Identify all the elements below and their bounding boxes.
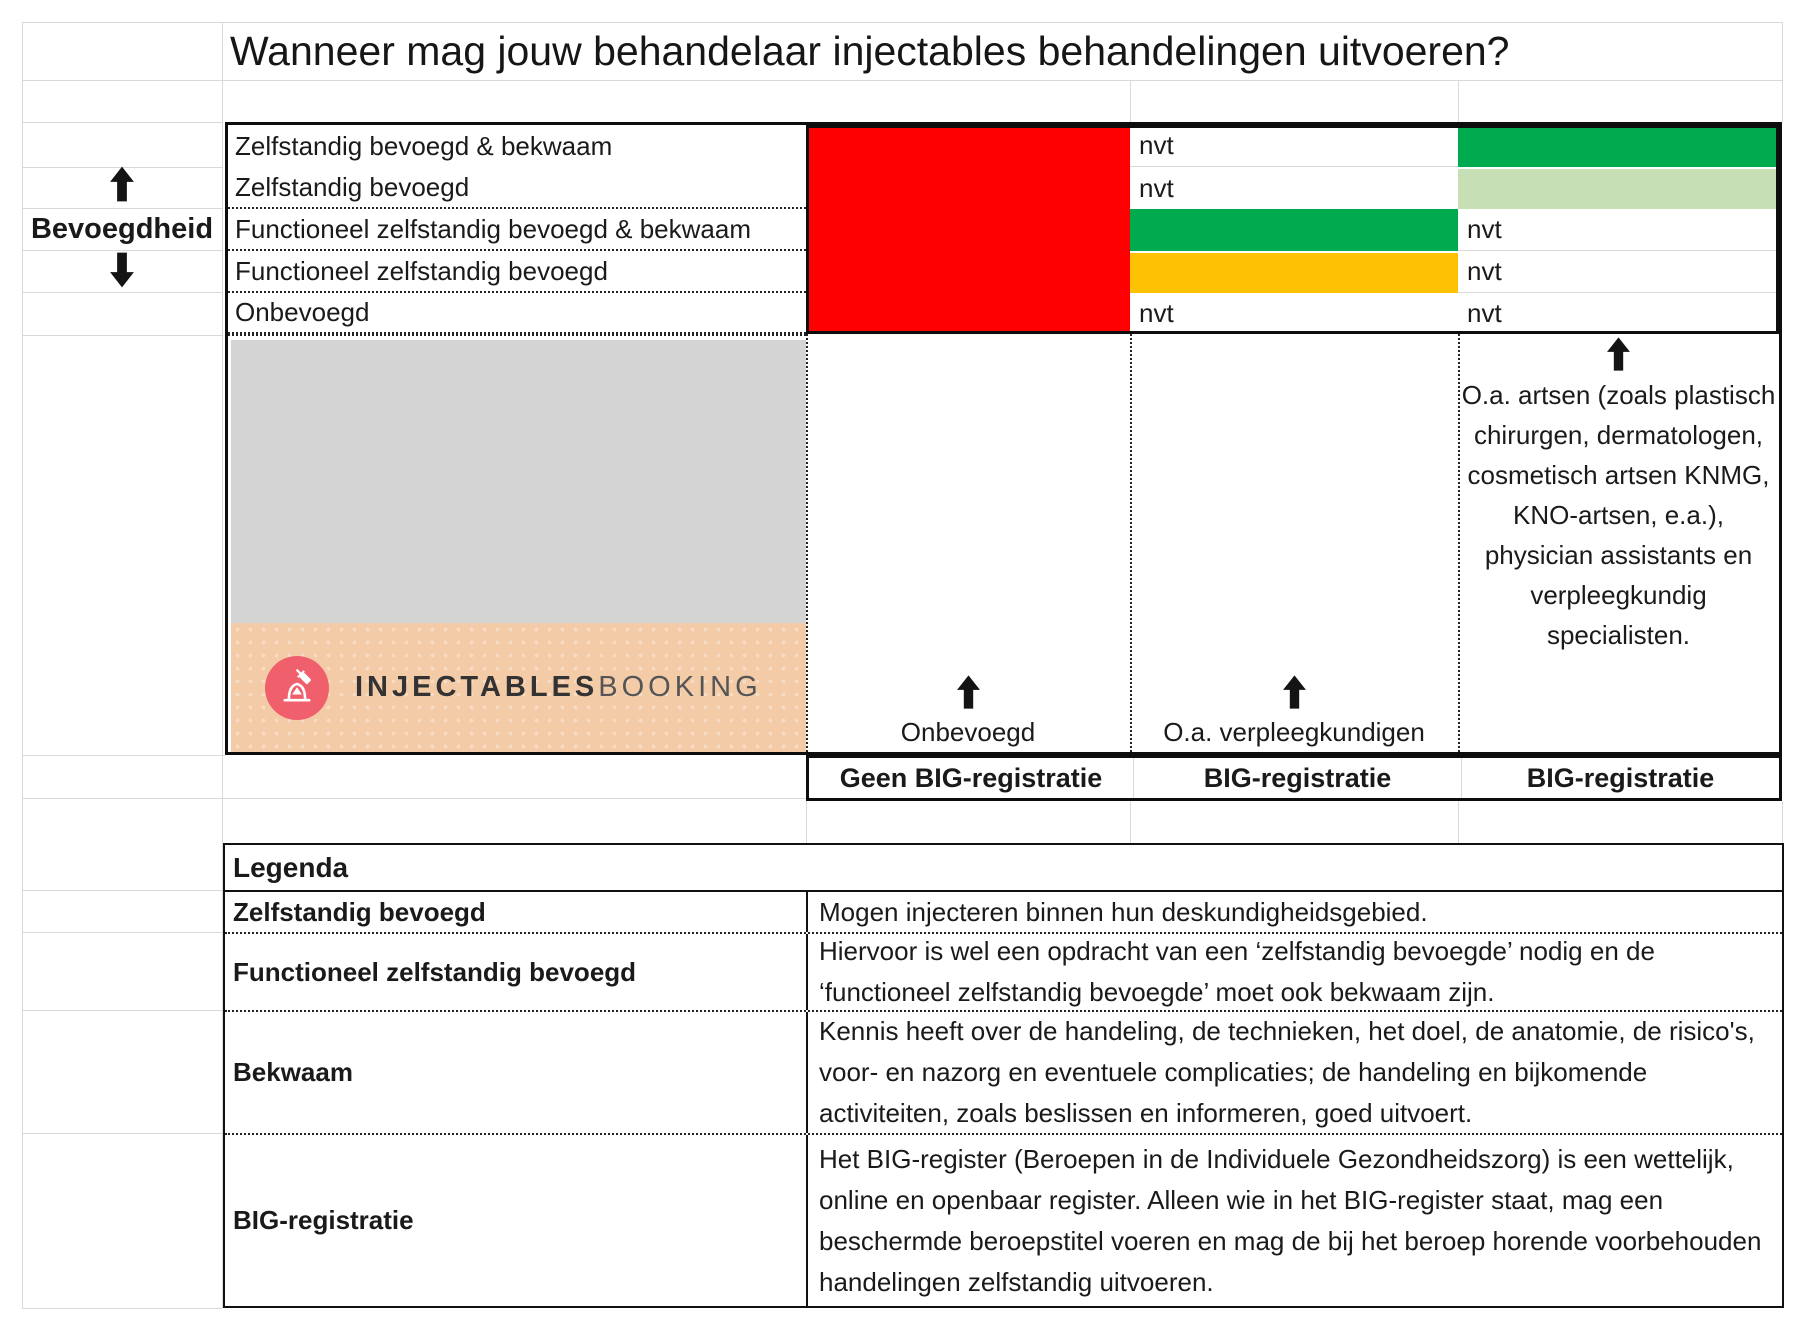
header-big-registratie: BIG-registratie	[1461, 758, 1779, 798]
gridline	[1782, 801, 1783, 843]
gridline	[806, 801, 807, 843]
gridline	[1458, 801, 1459, 843]
col3-note: O.a. artsen (zoals plastisch chirurgen, …	[1461, 337, 1776, 655]
dotted-divider	[1130, 334, 1132, 752]
matrix-row-label: Onbevoegd	[228, 293, 806, 334]
matrix-cell-green	[1458, 125, 1779, 167]
legend-term: Zelfstandig bevoegd	[225, 892, 808, 932]
gridline	[22, 292, 222, 293]
gridline	[1782, 22, 1783, 122]
legend-term: Bekwaam	[225, 1012, 808, 1133]
legend-desc: Mogen injecteren binnen hun deskundighei…	[808, 892, 1782, 932]
legend-desc-text: Het BIG-register (Beroepen in de Individ…	[819, 1143, 1762, 1297]
legend-desc: Het BIG-register (Beroepen in de Individ…	[808, 1135, 1782, 1306]
gridline	[222, 80, 1782, 81]
logo-banner: INJECTABLESBOOKING	[231, 623, 806, 752]
up-arrow-icon	[1130, 675, 1458, 709]
matrix-cell-nvt: nvt	[1458, 209, 1779, 251]
gridline	[222, 22, 223, 1308]
gridline	[22, 1010, 222, 1011]
matrix-cell-nvt: nvt	[1130, 167, 1458, 209]
gridline	[22, 755, 225, 756]
matrix-cell-red-merged	[806, 125, 1130, 334]
up-arrow-icon	[1461, 337, 1776, 371]
gridline	[1458, 80, 1459, 122]
legend-row: Zelfstandig bevoegd Mogen injecteren bin…	[225, 892, 1782, 934]
gridline	[22, 932, 222, 933]
up-arrow-icon	[22, 166, 222, 202]
legend-row: Bekwaam Kennis heeft over de handeling, …	[225, 1012, 1782, 1135]
gridline	[22, 80, 222, 81]
gray-block	[231, 340, 806, 623]
matrix-cell-nvt: nvt	[1130, 125, 1458, 167]
registration-header-row: Geen BIG-registratie BIG-registratie BIG…	[806, 755, 1782, 801]
legend-desc-text: Kennis heeft over de handeling, de techn…	[819, 1016, 1755, 1128]
header-big-registratie: BIG-registratie	[1133, 758, 1461, 798]
matrix-cell-nvt: nvt	[1130, 293, 1458, 334]
gridline	[22, 22, 1782, 23]
header-geen-big-registratie: Geen BIG-registratie	[839, 762, 1103, 793]
legend-term: Functioneel zelfstandig bevoegd	[225, 934, 808, 1010]
gridline	[22, 798, 806, 799]
gridline	[22, 890, 222, 891]
dotted-divider	[806, 334, 808, 752]
axis-label-bevoegdheid: Bevoegdheid	[30, 212, 214, 245]
matrix-cell-orange	[1130, 251, 1458, 293]
down-arrow-icon	[22, 252, 222, 288]
dotted-divider	[228, 334, 806, 336]
legend-title: Legenda	[225, 845, 1782, 892]
col1-footer-label: Onbevoegd	[900, 717, 1036, 747]
matrix-row-label: Zelfstandig bevoegd & bekwaam	[228, 125, 806, 167]
injectablesbooking-logo-text: INJECTABLESBOOKING	[355, 671, 762, 704]
page-title: Wanneer mag jouw behandelaar injectables…	[230, 27, 1510, 74]
legend-table: Legenda Zelfstandig bevoegd Mogen inject…	[223, 843, 1784, 1308]
gridline	[22, 1133, 222, 1134]
matrix-cell-green	[1130, 209, 1458, 251]
matrix-cell-nvt: nvt	[1458, 251, 1779, 293]
gridline	[1130, 801, 1131, 843]
matrix-row-label: Zelfstandig bevoegd	[228, 167, 806, 209]
legend-term: BIG-registratie	[225, 1135, 808, 1306]
gridline	[22, 22, 23, 1308]
gridline	[22, 1308, 222, 1309]
dotted-divider	[1458, 334, 1460, 752]
gridline	[22, 250, 222, 251]
col3-note-text: O.a. artsen (zoals plastisch chirurgen, …	[1461, 380, 1776, 650]
legend-desc-text: Hiervoor is wel een opdracht van een ‘ze…	[819, 936, 1655, 1007]
logo-text-light: BOOKING	[598, 671, 762, 703]
legend-desc-text: Mogen injecteren binnen hun deskundighei…	[819, 896, 1428, 927]
up-arrow-icon	[806, 675, 1130, 709]
gridline	[22, 335, 222, 336]
legend-desc: Hiervoor is wel een opdracht van een ‘ze…	[808, 934, 1782, 1010]
legend-row: BIG-registratie Het BIG-register (Beroep…	[225, 1135, 1782, 1306]
matrix-row-label: Functioneel zelfstandig bevoegd	[228, 251, 806, 293]
gridline	[22, 122, 222, 123]
legend-desc: Kennis heeft over de handeling, de techn…	[808, 1012, 1782, 1133]
matrix-table: Zelfstandig bevoegd & bekwaam Zelfstandi…	[225, 122, 1782, 755]
gridline	[1130, 80, 1131, 122]
matrix-cell-lightgreen	[1458, 167, 1779, 209]
legend-row: Functioneel zelfstandig bevoegd Hiervoor…	[225, 934, 1782, 1012]
col2-footer-label: O.a. verpleegkundigen	[1163, 717, 1425, 747]
matrix-row-label: Functioneel zelfstandig bevoegd & bekwaa…	[228, 209, 806, 251]
logo-text-bold: INJECTABLES	[355, 671, 599, 703]
matrix-cell-nvt: nvt	[1458, 293, 1779, 334]
injectablesbooking-logo-icon	[265, 655, 329, 720]
gridline	[22, 208, 222, 209]
